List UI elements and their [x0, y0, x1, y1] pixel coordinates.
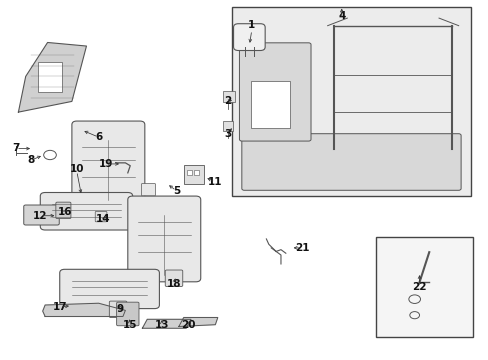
- FancyBboxPatch shape: [242, 134, 460, 190]
- Polygon shape: [19, 42, 86, 112]
- Text: 3: 3: [224, 129, 231, 139]
- FancyBboxPatch shape: [239, 43, 310, 141]
- Bar: [183, 165, 203, 184]
- FancyBboxPatch shape: [72, 121, 144, 207]
- Text: 16: 16: [57, 207, 72, 217]
- Bar: [38, 62, 62, 93]
- Text: 1: 1: [248, 19, 255, 30]
- Bar: [251, 81, 289, 128]
- Text: 17: 17: [52, 302, 67, 312]
- Text: 13: 13: [154, 320, 169, 330]
- Text: 12: 12: [33, 211, 47, 221]
- FancyBboxPatch shape: [233, 24, 264, 50]
- Bar: [232, 7, 469, 196]
- Text: 19: 19: [99, 159, 113, 169]
- Text: 15: 15: [123, 320, 137, 330]
- Text: 21: 21: [295, 243, 309, 253]
- Text: 9: 9: [117, 303, 124, 314]
- Text: 6: 6: [95, 132, 102, 142]
- Polygon shape: [179, 318, 217, 327]
- Bar: [222, 91, 234, 102]
- Bar: [375, 237, 472, 337]
- Polygon shape: [142, 319, 191, 328]
- FancyBboxPatch shape: [24, 205, 59, 225]
- Text: 8: 8: [27, 156, 34, 165]
- FancyBboxPatch shape: [40, 193, 132, 230]
- Text: 4: 4: [337, 11, 345, 21]
- Text: 22: 22: [411, 282, 426, 292]
- Bar: [186, 170, 191, 175]
- FancyBboxPatch shape: [109, 301, 126, 318]
- Text: 10: 10: [69, 164, 84, 174]
- Text: 14: 14: [96, 214, 111, 224]
- Bar: [222, 121, 233, 131]
- Text: 2: 2: [224, 96, 231, 107]
- Bar: [194, 170, 199, 175]
- Text: 5: 5: [172, 186, 180, 196]
- Polygon shape: [42, 303, 125, 316]
- FancyBboxPatch shape: [56, 202, 71, 219]
- Text: 18: 18: [166, 279, 181, 289]
- FancyBboxPatch shape: [60, 269, 159, 309]
- FancyBboxPatch shape: [141, 184, 155, 196]
- FancyBboxPatch shape: [116, 302, 139, 326]
- FancyBboxPatch shape: [165, 270, 183, 287]
- FancyBboxPatch shape: [127, 196, 201, 282]
- Text: 11: 11: [208, 177, 222, 187]
- Text: 20: 20: [181, 320, 195, 330]
- FancyBboxPatch shape: [95, 211, 107, 222]
- Text: 7: 7: [12, 143, 20, 153]
